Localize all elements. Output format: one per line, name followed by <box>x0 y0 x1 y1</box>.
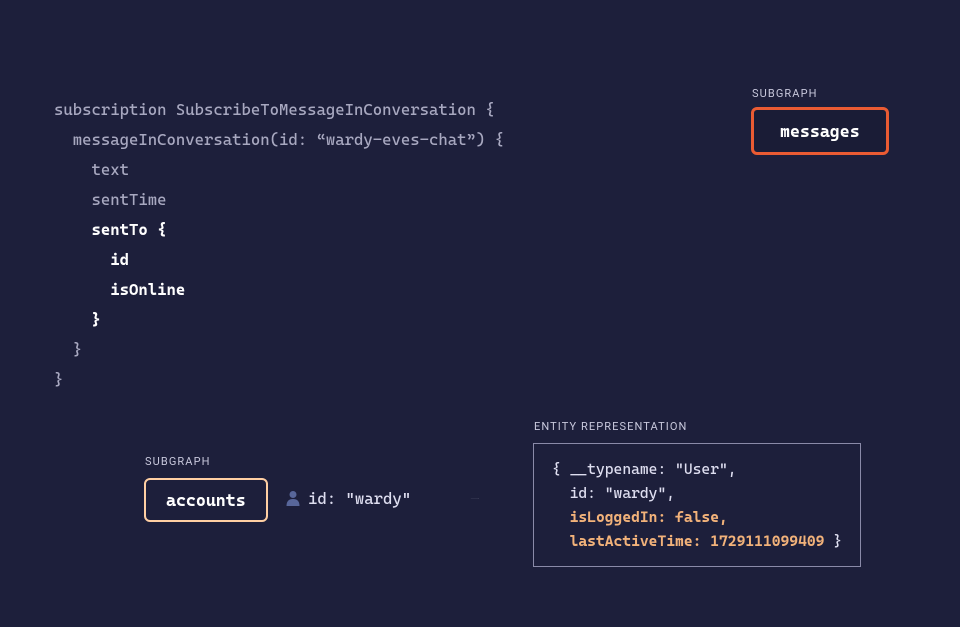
code-line-bold: sentTo { <box>54 220 167 239</box>
user-id-chip: id: "wardy" <box>286 489 411 510</box>
graphql-subscription-code: subscription SubscribeToMessageInConvers… <box>54 95 504 395</box>
entity-representation-box: { __typename: "User", id: "wardy", isLog… <box>533 443 861 567</box>
code-line-bold: isOnline <box>54 280 185 299</box>
entity-representation-label: ENTITY REPRESENTATION <box>534 420 688 433</box>
entity-line-highlight: lastActiveTime: 1729111099409 <box>552 532 824 550</box>
code-line: } <box>54 340 82 359</box>
entity-line: { __typename: "User", <box>552 460 737 478</box>
subgraph-label-accounts: SUBGRAPH <box>145 455 211 468</box>
user-id-text: id: "wardy" <box>308 489 411 508</box>
code-line: subscription SubscribeToMessageInConvers… <box>54 100 495 119</box>
entity-line: } <box>824 532 842 550</box>
code-line: text <box>54 160 129 179</box>
subgraph-label-messages: SUBGRAPH <box>752 87 818 100</box>
entity-line: id: "wardy", <box>552 484 675 502</box>
code-line-bold: id <box>54 250 129 269</box>
subgraph-box-accounts: accounts <box>144 478 268 522</box>
entity-line-highlight: isLoggedIn: false, <box>552 508 728 526</box>
user-icon <box>286 491 300 510</box>
code-line: } <box>54 370 63 389</box>
code-line: sentTime <box>54 190 167 209</box>
subgraph-box-messages: messages <box>751 107 889 155</box>
code-line: messageInConversation(id: “wardy-eves-ch… <box>54 130 504 149</box>
code-line-bold: } <box>54 310 101 329</box>
arrow-icon <box>425 498 525 499</box>
